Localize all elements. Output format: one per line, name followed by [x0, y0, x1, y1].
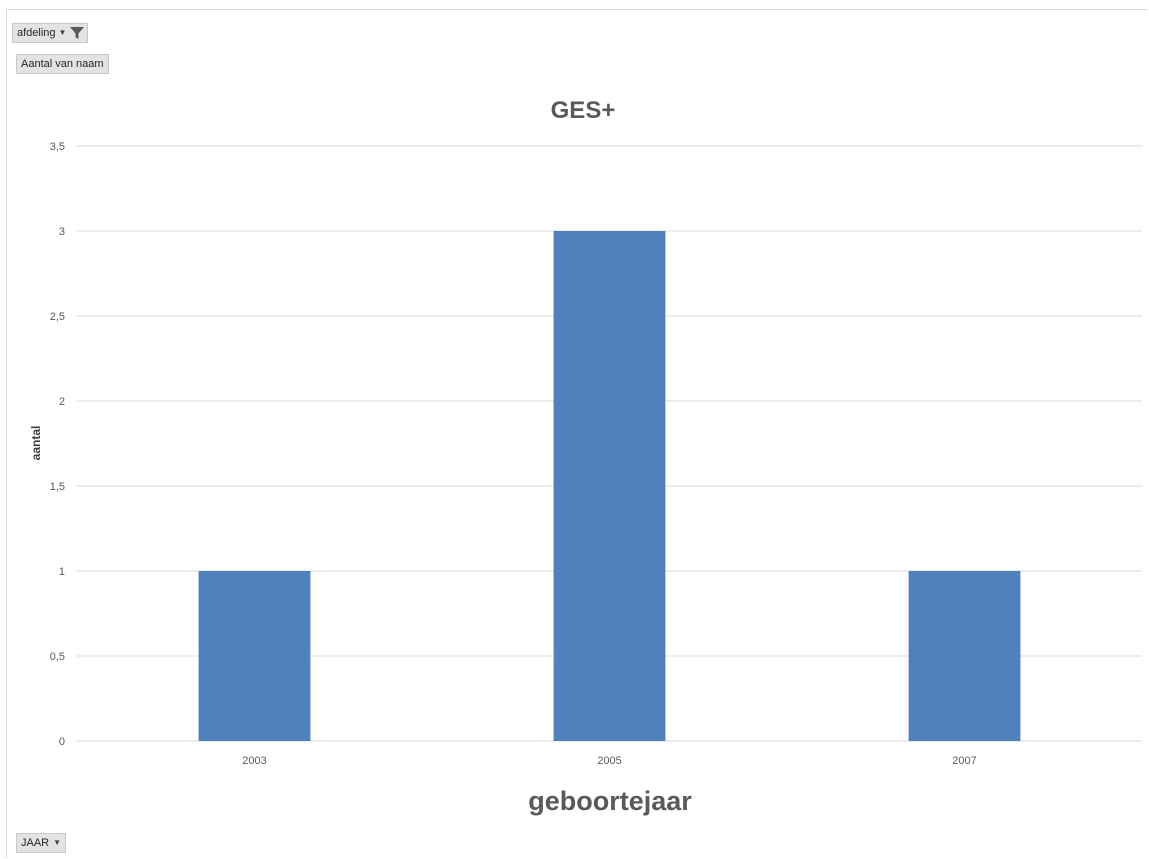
y-tick-label: 3 — [59, 226, 65, 238]
y-tick-label: 1,5 — [50, 481, 65, 493]
value-field-button[interactable]: Aantal van naam — [16, 54, 109, 74]
chevron-down-icon: ▼ — [53, 838, 62, 847]
y-axis-title: aantal — [29, 426, 43, 461]
x-tick-labels: 2003 2005 2007 — [242, 755, 976, 767]
chart-frame — [6, 9, 1148, 858]
y-tick-label: 2 — [59, 396, 65, 408]
y-tick-label: 0 — [59, 736, 65, 748]
jaar-axis-field-button[interactable]: JAAR ▼ — [16, 833, 67, 853]
bar-2005[interactable] — [553, 231, 666, 741]
x-tick-label: 2007 — [952, 755, 976, 767]
chevron-down-icon: ▼ — [58, 28, 67, 37]
x-axis-title: geboortejaar — [528, 786, 692, 816]
y-tick-label: 1 — [59, 566, 65, 578]
funnel-icon — [69, 25, 85, 41]
bars — [198, 231, 1021, 741]
afdeling-filter-button[interactable]: afdeling ▼ — [12, 23, 89, 43]
value-button-label: Aantal van naam — [21, 58, 104, 70]
x-tick-label: 2003 — [242, 755, 266, 767]
chart-title: GES+ — [551, 97, 616, 124]
bar-2007[interactable] — [908, 571, 1021, 741]
y-tick-labels: 0 0,5 1 1,5 2 2,5 3 3,5 — [50, 141, 65, 748]
axis-button-label: JAAR — [21, 837, 50, 849]
y-tick-label: 3,5 — [50, 141, 65, 153]
x-tick-label: 2005 — [597, 755, 621, 767]
y-tick-label: 0,5 — [50, 651, 65, 663]
y-tick-label: 2,5 — [50, 311, 65, 323]
bar-2003[interactable] — [198, 571, 311, 741]
filter-button-label: afdeling — [17, 27, 56, 39]
